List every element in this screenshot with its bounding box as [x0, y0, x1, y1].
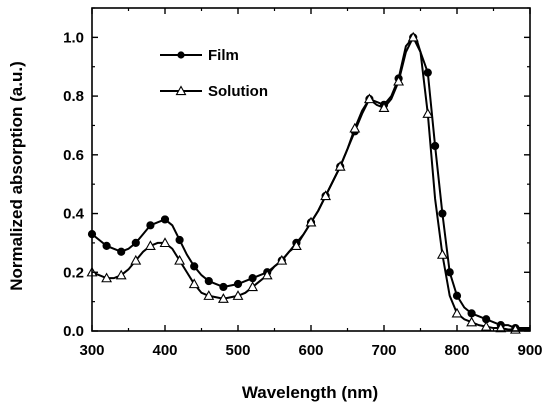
data-point-solution [393, 75, 405, 86]
data-point-film [131, 238, 140, 248]
legend-marker-solution [175, 85, 187, 96]
data-point-solution [261, 269, 273, 280]
data-point-film [219, 282, 228, 292]
x-tick-label: 800 [444, 342, 469, 359]
data-point-solution [174, 254, 186, 265]
data-point-film [175, 235, 184, 245]
data-point-solution [334, 160, 346, 171]
data-point-film [190, 262, 199, 271]
series-line-solution [91, 35, 530, 331]
data-point-film [204, 276, 213, 286]
data-point-solution [320, 190, 332, 201]
axes: 300 400 500 600 700 800 900 0.0 0.2 0.4 0.6 0.8 1.0 [63, 7, 543, 359]
y-tick-label: 0.6 [63, 147, 84, 164]
data-point-solution [451, 307, 463, 318]
legend-marker-film [177, 51, 185, 59]
data-point-film [233, 279, 243, 289]
data-point-solution [144, 240, 156, 250]
data-point-solution [436, 249, 448, 259]
data-point-film [452, 291, 462, 300]
data-point-film [146, 221, 155, 230]
data-point-solution [480, 320, 492, 331]
data-point-solution [159, 237, 171, 248]
x-tick-label: 600 [298, 342, 323, 359]
data-point-solution [232, 290, 244, 300]
data-point-film [438, 209, 447, 218]
y-tick-label: 0.4 [63, 206, 85, 223]
data-point-solution [217, 293, 229, 303]
data-point-solution [378, 102, 390, 112]
data-point-solution [305, 216, 317, 227]
data-point-film [117, 247, 126, 256]
data-point-solution [290, 240, 302, 250]
data-point-solution [407, 31, 419, 42]
data-point-solution [276, 254, 288, 265]
plot-frame [91, 7, 531, 332]
x-tick-label: 300 [79, 342, 104, 359]
series-line-film [91, 35, 530, 330]
data-point-solution [101, 272, 113, 283]
data-point-solution [349, 122, 361, 133]
data-point-solution [203, 290, 215, 300]
y-axis-title: Normalized absorption (a.u.) [7, 61, 26, 291]
data-point-film [431, 141, 440, 151]
data-point-film [423, 68, 432, 77]
data-point-film [102, 241, 111, 250]
y-tick-label: 0.8 [63, 88, 84, 105]
data-point-film [160, 215, 170, 224]
legend: Film Solution [160, 47, 268, 100]
x-tick-label: 500 [225, 342, 250, 359]
data-point-solution [363, 93, 375, 104]
data-point-film [445, 268, 454, 277]
y-tick-label: 1.0 [63, 29, 84, 46]
plot-area [86, 31, 530, 334]
data-point-solution [130, 254, 142, 265]
data-point-film [467, 309, 476, 318]
data-point-solution [247, 281, 259, 292]
x-axis-title: Wavelength (nm) [242, 383, 378, 402]
legend-label-film: Film [208, 47, 239, 64]
y-tick-label: 0.2 [63, 264, 84, 281]
data-point-solution [115, 269, 127, 280]
data-point-solution [466, 316, 478, 327]
data-point-solution [188, 278, 200, 289]
x-tick-label: 400 [152, 342, 177, 359]
data-point-solution [422, 108, 434, 118]
x-tick-label: 700 [371, 342, 396, 359]
y-tick-label: 0.0 [63, 323, 84, 340]
legend-label-solution: Solution [208, 83, 268, 100]
data-point-film [248, 274, 257, 283]
x-tick-label: 900 [517, 342, 542, 359]
